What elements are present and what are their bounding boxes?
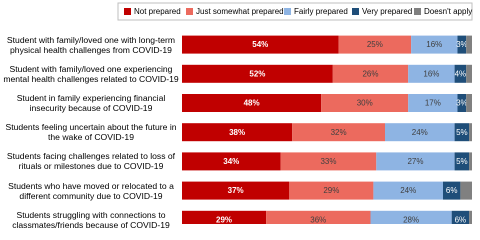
bar-segment (457, 35, 467, 54)
data-label: 33% (320, 157, 336, 166)
bar-segment (457, 94, 467, 112)
bar-segment (454, 123, 470, 142)
data-label: 29% (323, 186, 339, 195)
legend-label: Very prepared (362, 7, 412, 16)
bar-segment (469, 152, 472, 171)
bar-segment (408, 64, 455, 83)
bar-segment (182, 210, 267, 224)
category-label: Student with family/loved one experienci… (3, 63, 179, 84)
data-label: 52% (249, 69, 265, 78)
data-label: 6% (446, 186, 458, 195)
data-label: 28% (403, 215, 419, 224)
legend-swatch (124, 8, 131, 15)
bar-segment (469, 123, 472, 142)
data-label: 30% (357, 99, 373, 108)
bar-segment (182, 64, 333, 83)
data-label: 3% (456, 40, 468, 49)
bar-segment (280, 152, 377, 171)
category-label: Student in family experiencing financial… (16, 93, 166, 113)
bar-segment (466, 64, 472, 83)
bar-segment (451, 210, 470, 224)
data-label: 24% (412, 128, 428, 137)
data-label: 16% (423, 69, 439, 78)
chart-svg: Not prepared Just somewhat prepared Fairly… (117, 2, 473, 224)
data-label: 24% (400, 186, 416, 195)
legend-label: Doesn't apply (424, 7, 472, 16)
data-label: 29% (216, 215, 232, 224)
data-label: 32% (331, 128, 347, 137)
data-label: 16% (426, 40, 442, 49)
category-label: Students who have moved or relocated to … (8, 180, 174, 201)
data-label: 26% (362, 69, 378, 78)
bar-segment (376, 152, 455, 171)
chart: Not prepared Just somewhat prepared Fairly… (3, 2, 473, 230)
data-label: 36% (310, 215, 326, 224)
bar-segment (443, 181, 461, 200)
bar-segment (321, 94, 409, 112)
data-label: 38% (229, 128, 245, 137)
bar-segment (370, 210, 452, 224)
bar-segment (182, 181, 290, 200)
bar-segment (332, 64, 409, 83)
bar-segment (460, 181, 472, 200)
bar-segment (289, 181, 374, 200)
legend-swatch (352, 8, 359, 15)
category-label: Students feeling uncertain about the fut… (5, 122, 177, 143)
legend-label: Not prepared (134, 7, 181, 16)
data-label: 37% (228, 186, 244, 195)
bar-segment (454, 152, 470, 171)
bar-segment (408, 94, 458, 112)
bar-segment (292, 123, 385, 142)
data-label: 48% (244, 99, 260, 108)
data-label: 6% (455, 215, 467, 224)
bar-segment (411, 35, 458, 54)
data-label: 17% (425, 99, 441, 108)
bar-segment (338, 35, 412, 54)
bar-segment (182, 94, 322, 112)
legend-swatch (186, 8, 193, 15)
bar-segment (469, 210, 472, 224)
bar-segment (266, 210, 371, 224)
legend-box (117, 2, 473, 21)
category-label: Students struggling with connections to … (12, 209, 170, 230)
data-label: 27% (407, 157, 423, 166)
legend-label: Fairly prepared (294, 7, 348, 16)
category-label: Student with family/loved one with long-… (6, 34, 176, 55)
legend-swatch (284, 8, 291, 15)
data-label: 54% (252, 40, 268, 49)
bar-segment (373, 181, 443, 200)
legend-swatch (414, 8, 421, 15)
data-label: 25% (367, 40, 383, 49)
bar-segment (454, 64, 467, 83)
bar-segment (182, 35, 339, 54)
bar-segment (466, 35, 472, 54)
bar-segment (182, 123, 293, 142)
category-label: Students facing challenges related to lo… (6, 151, 176, 172)
bar-segment (466, 94, 472, 112)
legend-label: Just somewhat prepared (196, 7, 284, 16)
bar-segment (182, 152, 281, 171)
data-label: 5% (456, 128, 468, 137)
data-label: 3% (456, 99, 468, 108)
bar-segment (385, 123, 455, 142)
data-label: 4% (455, 69, 467, 78)
data-label: 34% (223, 157, 239, 166)
data-label: 5% (456, 157, 468, 166)
